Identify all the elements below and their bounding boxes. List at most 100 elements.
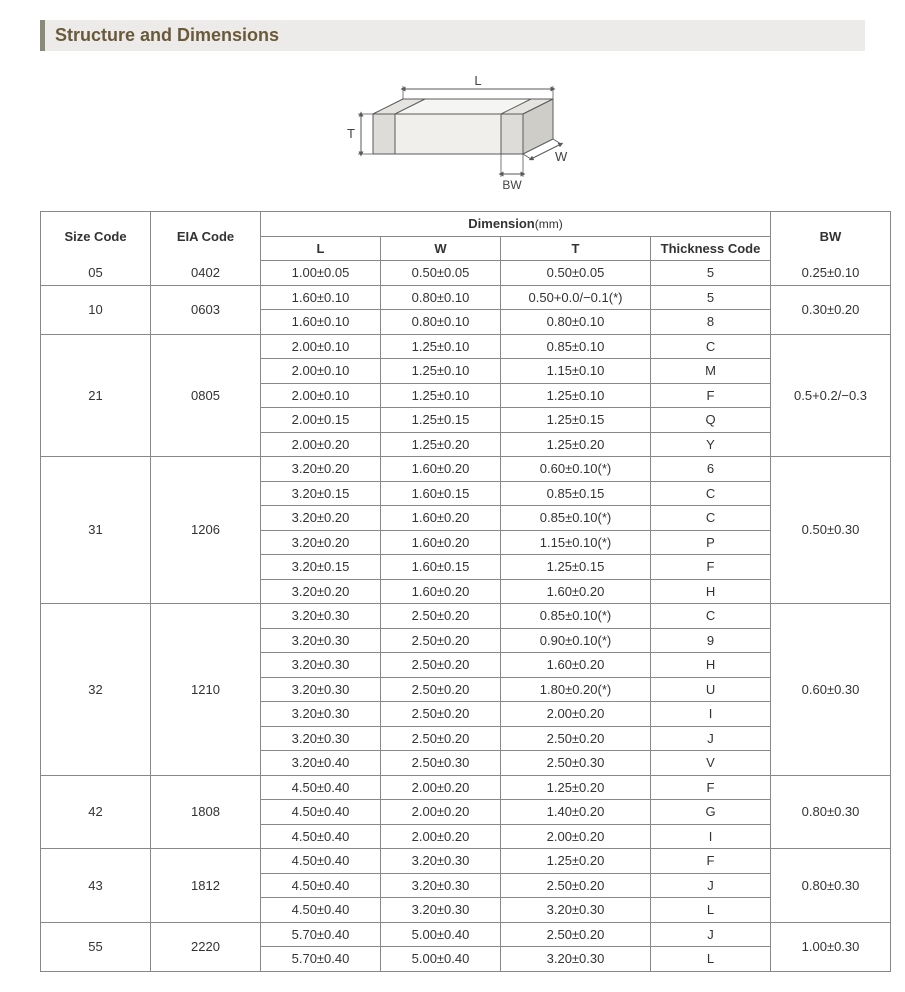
table-row: 2108052.00±0.101.25±0.100.85±0.10C0.5+0.…: [41, 334, 891, 359]
cell-W: 0.80±0.10: [381, 285, 501, 310]
cell-T: 1.15±0.10: [501, 359, 651, 384]
cell-bw: 0.25±0.10: [771, 261, 891, 286]
cell-T: 1.25±0.20: [501, 775, 651, 800]
th-dimension: Dimension(mm): [261, 212, 771, 237]
diagram-label-L: L: [474, 73, 481, 88]
cell-TC: 8: [651, 310, 771, 335]
cell-W: 0.50±0.05: [381, 261, 501, 286]
chip-diagram: L T W BW: [40, 59, 865, 207]
cell-L: 4.50±0.40: [261, 898, 381, 923]
section-title: Structure and Dimensions: [40, 20, 865, 51]
cell-T: 1.60±0.20: [501, 579, 651, 604]
cell-TC: G: [651, 800, 771, 825]
table-row: 0504021.00±0.050.50±0.050.50±0.0550.25±0…: [41, 261, 891, 286]
th-size-code: Size Code: [41, 212, 151, 261]
dimensions-table: Size Code EIA Code Dimension(mm) BW L W …: [40, 211, 891, 972]
cell-T: 0.85±0.10(*): [501, 506, 651, 531]
th-T: T: [501, 236, 651, 261]
cell-T: 1.25±0.10: [501, 383, 651, 408]
cell-size-code: 32: [41, 604, 151, 776]
cell-W: 1.60±0.20: [381, 579, 501, 604]
cell-T: 0.85±0.10(*): [501, 604, 651, 629]
cell-eia-code: 2220: [151, 922, 261, 971]
cell-TC: J: [651, 922, 771, 947]
th-bw: BW: [771, 212, 891, 261]
cell-L: 4.50±0.40: [261, 849, 381, 874]
cell-W: 2.00±0.20: [381, 775, 501, 800]
cell-L: 1.60±0.10: [261, 310, 381, 335]
cell-W: 1.60±0.20: [381, 457, 501, 482]
cell-TC: Y: [651, 432, 771, 457]
diagram-label-T: T: [347, 126, 355, 141]
cell-L: 3.20±0.30: [261, 702, 381, 727]
cell-W: 1.25±0.20: [381, 432, 501, 457]
cell-L: 5.70±0.40: [261, 922, 381, 947]
cell-W: 1.60±0.20: [381, 506, 501, 531]
diagram-label-BW: BW: [502, 178, 522, 192]
cell-L: 2.00±0.20: [261, 432, 381, 457]
cell-L: 1.60±0.10: [261, 285, 381, 310]
cell-W: 0.80±0.10: [381, 310, 501, 335]
cell-T: 0.90±0.10(*): [501, 628, 651, 653]
cell-T: 1.80±0.20(*): [501, 677, 651, 702]
cell-size-code: 31: [41, 457, 151, 604]
th-L: L: [261, 236, 381, 261]
cell-L: 3.20±0.15: [261, 481, 381, 506]
cell-W: 3.20±0.30: [381, 898, 501, 923]
cell-L: 3.20±0.20: [261, 579, 381, 604]
cell-TC: 6: [651, 457, 771, 482]
cell-TC: I: [651, 702, 771, 727]
cell-W: 1.25±0.15: [381, 408, 501, 433]
cell-W: 2.50±0.20: [381, 677, 501, 702]
table-row: 4218084.50±0.402.00±0.201.25±0.20F0.80±0…: [41, 775, 891, 800]
cell-L: 2.00±0.10: [261, 359, 381, 384]
cell-L: 2.00±0.15: [261, 408, 381, 433]
cell-L: 5.70±0.40: [261, 947, 381, 972]
cell-TC: C: [651, 334, 771, 359]
cell-T: 2.00±0.20: [501, 824, 651, 849]
cell-T: 0.85±0.15: [501, 481, 651, 506]
cell-TC: J: [651, 873, 771, 898]
cell-W: 2.50±0.30: [381, 751, 501, 776]
cell-T: 0.80±0.10: [501, 310, 651, 335]
cell-W: 2.50±0.20: [381, 628, 501, 653]
cell-bw: 0.80±0.30: [771, 849, 891, 923]
cell-TC: H: [651, 579, 771, 604]
cell-W: 2.50±0.20: [381, 604, 501, 629]
cell-TC: F: [651, 775, 771, 800]
cell-TC: 9: [651, 628, 771, 653]
cell-TC: F: [651, 383, 771, 408]
cell-eia-code: 0805: [151, 334, 261, 457]
cell-T: 1.25±0.20: [501, 849, 651, 874]
table-row: 5522205.70±0.405.00±0.402.50±0.20J1.00±0…: [41, 922, 891, 947]
cell-L: 2.00±0.10: [261, 334, 381, 359]
cell-TC: C: [651, 506, 771, 531]
cell-TC: M: [651, 359, 771, 384]
cell-W: 1.60±0.15: [381, 481, 501, 506]
cell-L: 3.20±0.40: [261, 751, 381, 776]
cell-TC: U: [651, 677, 771, 702]
cell-T: 1.25±0.20: [501, 432, 651, 457]
cell-bw: 0.5+0.2/−0.3: [771, 334, 891, 457]
cell-L: 1.00±0.05: [261, 261, 381, 286]
cell-TC: 5: [651, 261, 771, 286]
cell-T: 2.50±0.20: [501, 726, 651, 751]
cell-eia-code: 1210: [151, 604, 261, 776]
cell-W: 2.00±0.20: [381, 824, 501, 849]
cell-T: 1.25±0.15: [501, 408, 651, 433]
th-eia-code: EIA Code: [151, 212, 261, 261]
cell-L: 3.20±0.30: [261, 604, 381, 629]
cell-TC: H: [651, 653, 771, 678]
cell-T: 3.20±0.30: [501, 898, 651, 923]
cell-T: 2.00±0.20: [501, 702, 651, 727]
cell-TC: V: [651, 751, 771, 776]
cell-W: 3.20±0.30: [381, 873, 501, 898]
cell-W: 5.00±0.40: [381, 922, 501, 947]
cell-L: 4.50±0.40: [261, 873, 381, 898]
cell-L: 4.50±0.40: [261, 800, 381, 825]
cell-TC: L: [651, 898, 771, 923]
cell-L: 4.50±0.40: [261, 775, 381, 800]
cell-W: 2.50±0.20: [381, 702, 501, 727]
cell-L: 3.20±0.30: [261, 726, 381, 751]
cell-L: 2.00±0.10: [261, 383, 381, 408]
